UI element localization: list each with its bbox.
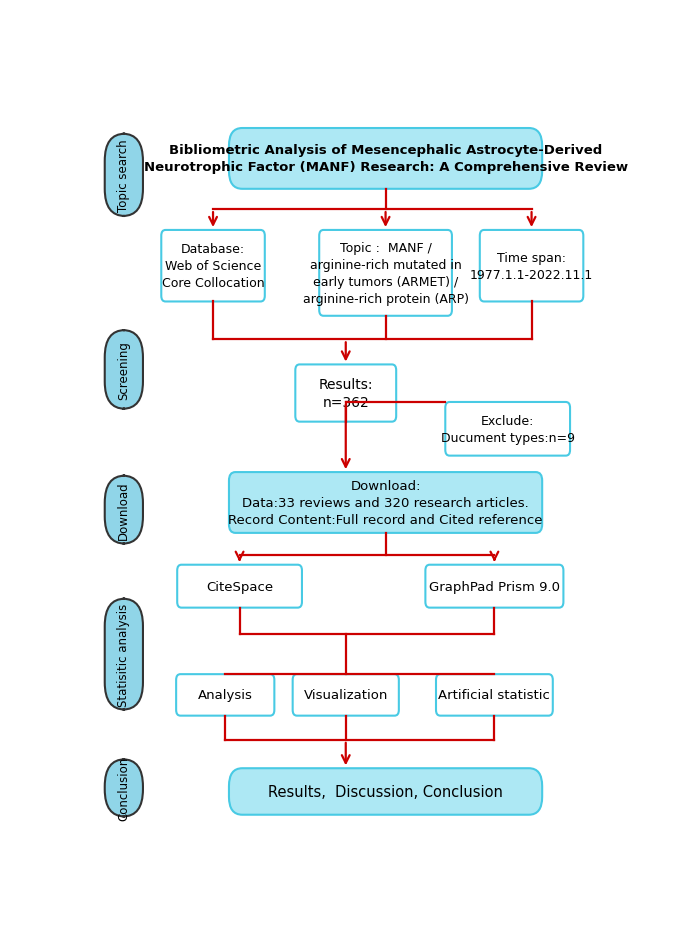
FancyBboxPatch shape <box>105 599 143 710</box>
Text: Download:
Data:33 reviews and 320 research articles.
Record Content:Full record : Download: Data:33 reviews and 320 resear… <box>228 480 543 526</box>
FancyBboxPatch shape <box>445 403 570 457</box>
Text: CiteSpace: CiteSpace <box>206 580 273 593</box>
Text: Visualization: Visualization <box>303 689 388 702</box>
FancyBboxPatch shape <box>229 129 543 189</box>
Text: Artificial statistic: Artificial statistic <box>438 689 550 702</box>
FancyBboxPatch shape <box>105 476 143 544</box>
Text: Exclude:
Ducument types:n=9: Exclude: Ducument types:n=9 <box>440 415 575 445</box>
FancyBboxPatch shape <box>229 472 543 534</box>
FancyBboxPatch shape <box>177 565 302 608</box>
Text: Results,  Discussion, Conclusion: Results, Discussion, Conclusion <box>268 784 503 799</box>
Text: Database:
Web of Science
Core Collocation: Database: Web of Science Core Collocatio… <box>162 243 264 290</box>
Text: Topic :  MANF /
arginine-rich mutated in
early tumors (ARMET) /
arginine-rich pr: Topic : MANF / arginine-rich mutated in … <box>303 241 469 305</box>
FancyBboxPatch shape <box>292 675 399 715</box>
Text: Results:
n=362: Results: n=362 <box>319 378 373 410</box>
Text: Screening: Screening <box>117 341 130 399</box>
FancyBboxPatch shape <box>161 231 265 303</box>
FancyBboxPatch shape <box>176 675 275 715</box>
FancyBboxPatch shape <box>105 759 143 817</box>
FancyBboxPatch shape <box>229 768 543 815</box>
Text: Conclusion: Conclusion <box>117 756 130 820</box>
Text: Topic search: Topic search <box>117 139 130 212</box>
Text: Bibliometric Analysis of Mesencephalic Astrocyte-Derived
Neurotrophic Factor (MA: Bibliometric Analysis of Mesencephalic A… <box>143 144 627 174</box>
Text: Download: Download <box>117 481 130 539</box>
FancyBboxPatch shape <box>105 135 143 217</box>
FancyBboxPatch shape <box>425 565 563 608</box>
FancyBboxPatch shape <box>319 231 452 316</box>
FancyBboxPatch shape <box>479 231 584 303</box>
Text: Time span:
1977.1.1-2022.11.1: Time span: 1977.1.1-2022.11.1 <box>470 251 593 281</box>
FancyBboxPatch shape <box>295 365 396 422</box>
FancyBboxPatch shape <box>105 330 143 409</box>
Text: GraphPad Prism 9.0: GraphPad Prism 9.0 <box>429 580 560 593</box>
FancyBboxPatch shape <box>436 675 553 715</box>
Text: Analysis: Analysis <box>198 689 253 702</box>
Text: Statisitic analysis: Statisitic analysis <box>117 603 130 706</box>
